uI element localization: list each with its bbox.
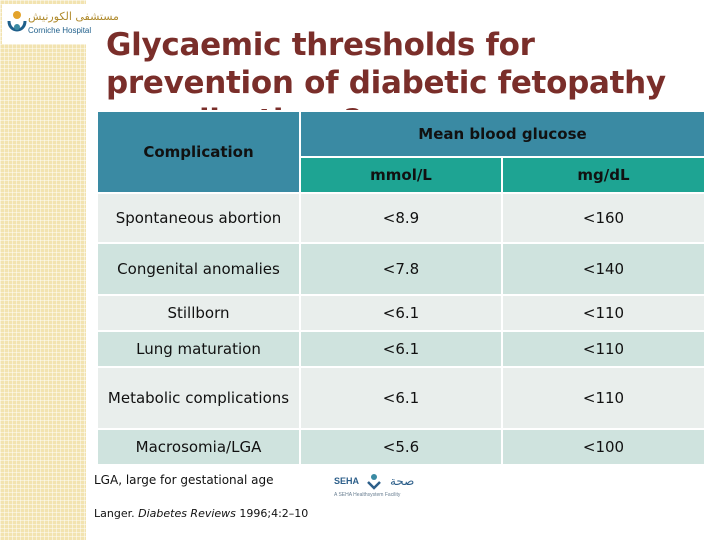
seha-logo: SEHA صحة A SEHA Healthsystem Facility: [330, 470, 420, 504]
seha-tagline: A SEHA Healthsystem Facility: [334, 492, 401, 498]
mmol-cell: <5.6: [299, 428, 503, 466]
table-row: Macrosomia/LGA <5.6 <100: [96, 428, 706, 466]
header-mmol: mmol/L: [299, 156, 503, 194]
header-complication: Complication: [96, 110, 301, 194]
reference-author: Langer.: [94, 507, 139, 520]
seha-emblem-icon: [367, 474, 381, 490]
mgdl-cell: <110: [501, 366, 706, 430]
glucose-threshold-table: Complication Mean blood glucose mmol/L m…: [96, 110, 706, 466]
complication-cell: Metabolic complications: [96, 366, 301, 430]
header-mean-blood-glucose: Mean blood glucose: [299, 110, 706, 158]
mgdl-cell: <160: [501, 192, 706, 244]
mgdl-cell: <110: [501, 330, 706, 368]
mmol-cell: <8.9: [299, 192, 503, 244]
mmol-cell: <7.8: [299, 242, 503, 296]
table-row: Metabolic complications <6.1 <110: [96, 366, 706, 430]
mgdl-cell: <110: [501, 294, 706, 332]
table-row: Stillborn <6.1 <110: [96, 294, 706, 332]
mgdl-cell: <140: [501, 242, 706, 296]
complication-cell: Stillborn: [96, 294, 301, 332]
hospital-logo: مستشفى الكورنيش Corniche Hospital: [2, 4, 119, 44]
table-row: Spontaneous abortion <8.9 <160: [96, 192, 706, 244]
logo-english-name: Corniche Hospital: [28, 26, 92, 35]
hospital-logo-icon: [7, 11, 27, 32]
complication-cell: Spontaneous abortion: [96, 192, 301, 244]
mmol-cell: <6.1: [299, 294, 503, 332]
mgdl-cell: <100: [501, 428, 706, 466]
mmol-cell: <6.1: [299, 330, 503, 368]
logo-arabic-name: مستشفى الكورنيش: [28, 10, 119, 23]
reference-citation: Langer. Diabetes Reviews 1996;4:2–10: [94, 507, 308, 520]
decorative-side-strip: [0, 0, 86, 540]
header-mgdl: mg/dL: [501, 156, 706, 194]
reference-journal: Diabetes Reviews: [138, 507, 236, 520]
reference-details: 1996;4:2–10: [235, 507, 309, 520]
complication-cell: Lung maturation: [96, 330, 301, 368]
mmol-cell: <6.1: [299, 366, 503, 430]
seha-arabic: صحة: [390, 474, 415, 488]
abbreviation-footnote: LGA, large for gestational age: [94, 473, 274, 487]
complication-cell: Congenital anomalies: [96, 242, 301, 296]
table-row: Lung maturation <6.1 <110: [96, 330, 706, 368]
table-row: Congenital anomalies <7.8 <140: [96, 242, 706, 296]
seha-name: SEHA: [334, 476, 360, 486]
complication-cell: Macrosomia/LGA: [96, 428, 301, 466]
